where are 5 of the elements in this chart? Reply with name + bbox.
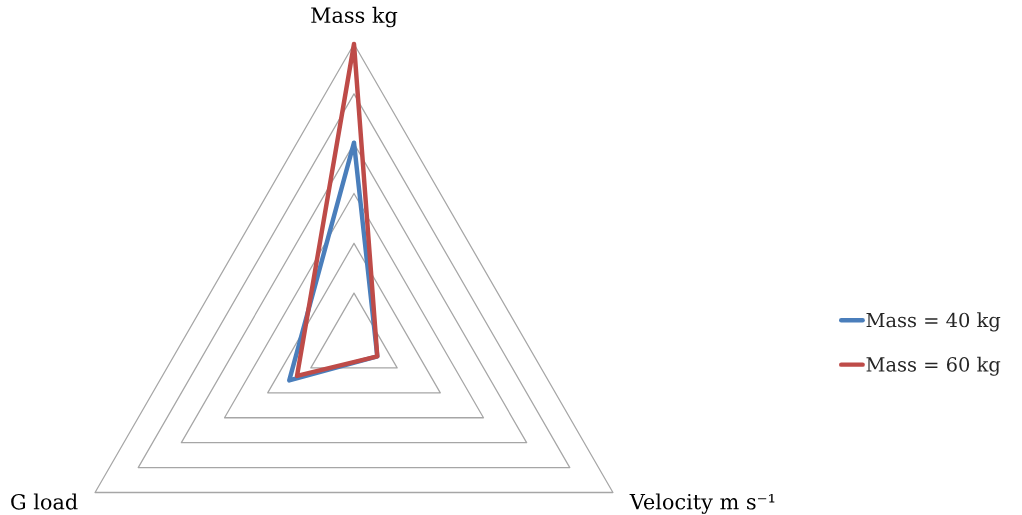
legend-label: Mass = 60 kg (866, 356, 1001, 376)
spoke-label: Mass kg (311, 6, 398, 28)
spoke-label: G load (11, 493, 78, 510)
spoke-label: Velocity m s⁻¹ (629, 493, 775, 514)
legend-label: Mass = 40 kg (866, 312, 1001, 332)
